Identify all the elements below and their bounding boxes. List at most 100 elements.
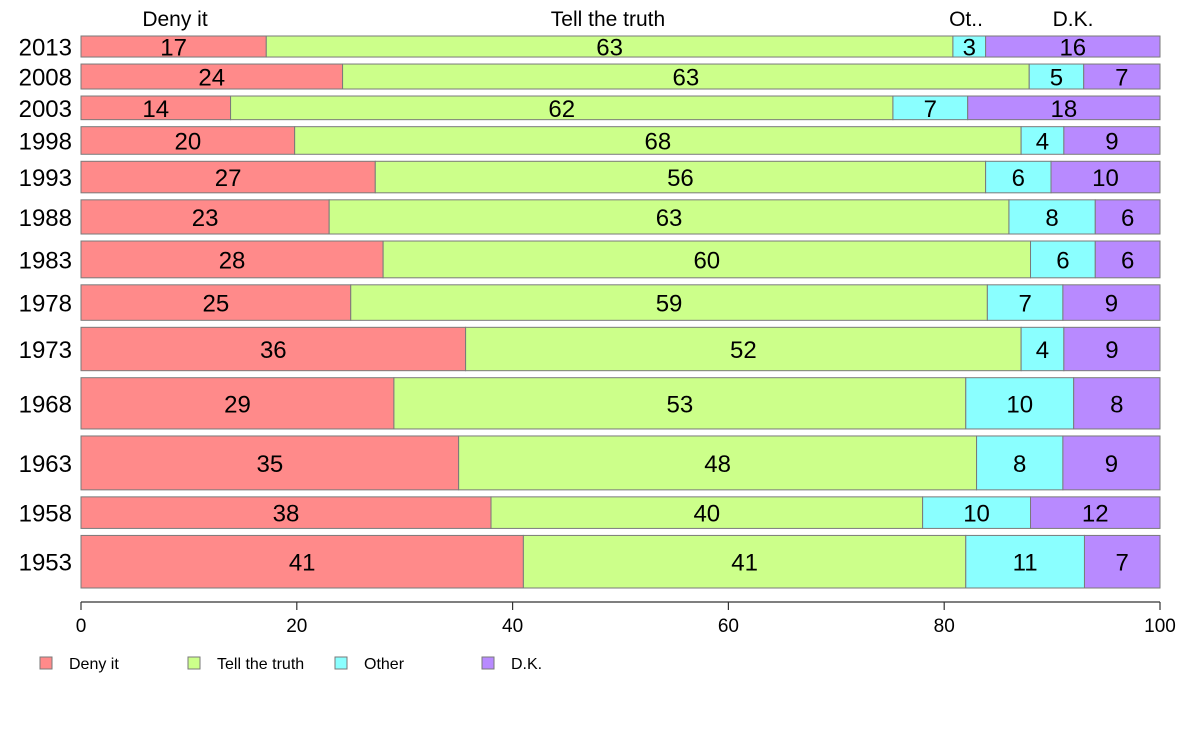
year-labels: 2013 2008 2003 1998 1993 1988 1983 1978 1973 1968… xyxy=(19,35,72,577)
data-label-d-k-1993: 10 xyxy=(1092,165,1119,192)
data-label-deny-it-1978: 25 xyxy=(203,291,230,318)
data-label-deny-it-2013: 17 xyxy=(160,35,187,62)
bar-segment-deny-it-1958 xyxy=(80,496,492,529)
year-label-1988: 1988 xyxy=(19,205,72,232)
legend: Deny it Tell the truth Other D.K. xyxy=(39,656,542,673)
bar-row-2008: 24 63 5 7 xyxy=(80,63,1161,92)
bar-segment-d-k-2013 xyxy=(985,35,1161,58)
legend-item-deny-it: Deny it xyxy=(39,656,119,673)
x-tick-label-0: 0 xyxy=(76,616,87,637)
bar-segment-d-k-1988 xyxy=(1094,199,1161,235)
data-label-tell-the-truth-1968: 53 xyxy=(666,391,693,418)
data-label-other-1963: 8 xyxy=(1013,451,1026,478)
data-label-other-1983: 6 xyxy=(1056,247,1069,274)
year-label-1953: 1953 xyxy=(19,550,72,577)
data-label-deny-it-2003: 14 xyxy=(142,96,169,123)
data-label-deny-it-1968: 29 xyxy=(224,391,251,418)
bar-segment-tell-the-truth-1988 xyxy=(328,199,1010,235)
bar-segment-deny-it-1978 xyxy=(80,284,352,321)
bar-segment-deny-it-1988 xyxy=(80,199,330,235)
legend-swatch-d-k xyxy=(481,656,495,670)
legend-swatch-tell-the-truth xyxy=(187,656,201,670)
data-label-d-k-2013: 16 xyxy=(1059,35,1086,62)
data-label-tell-the-truth-2003: 62 xyxy=(548,96,575,123)
bar-segment-tell-the-truth-1963 xyxy=(458,435,978,491)
bar-segment-d-k-2008 xyxy=(1083,63,1161,90)
data-label-deny-it-1963: 35 xyxy=(256,451,283,478)
data-label-other-1993: 6 xyxy=(1012,165,1025,192)
legend-swatch-other xyxy=(334,656,348,670)
data-label-tell-the-truth-1953: 41 xyxy=(731,550,758,577)
data-label-d-k-1988: 6 xyxy=(1121,205,1134,232)
bar-segment-tell-the-truth-1983 xyxy=(382,240,1032,279)
legend-item-tell-the-truth: Tell the truth xyxy=(187,656,304,673)
bar-segment-tell-the-truth-1968 xyxy=(393,377,967,430)
bar-segment-deny-it-1983 xyxy=(80,240,384,279)
data-label-other-1988: 8 xyxy=(1045,205,1058,232)
year-label-1963: 1963 xyxy=(19,451,72,478)
bar-segment-deny-it-1963 xyxy=(80,435,460,491)
bar-segment-deny-it-1968 xyxy=(80,377,395,430)
bar-segment-other-1958 xyxy=(922,496,1032,529)
data-label-tell-the-truth-1998: 68 xyxy=(645,128,672,155)
data-label-other-1998: 4 xyxy=(1036,128,1049,155)
data-label-tell-the-truth-1963: 48 xyxy=(704,451,731,478)
bar-row-2003: 14 62 7 18 xyxy=(80,95,1161,123)
x-tick-label-60: 60 xyxy=(718,616,739,637)
legend-label-d-k: D.K. xyxy=(511,656,542,673)
bar-segment-tell-the-truth-2008 xyxy=(342,63,1030,90)
data-label-tell-the-truth-1983: 60 xyxy=(693,247,720,274)
data-label-other-1968: 10 xyxy=(1006,391,1033,418)
data-label-tell-the-truth-1958: 40 xyxy=(693,501,720,528)
bar-row-1953: 41 41 11 7 xyxy=(80,534,1161,589)
bar-row-1993: 27 56 6 10 xyxy=(80,160,1161,194)
year-label-2003: 2003 xyxy=(19,96,72,123)
bar-row-1968: 29 53 10 8 xyxy=(80,377,1161,430)
bar-segment-d-k-2003 xyxy=(967,95,1161,121)
legend-item-d-k: D.K. xyxy=(481,656,542,673)
year-label-1958: 1958 xyxy=(19,501,72,528)
data-label-tell-the-truth-1973: 52 xyxy=(730,337,757,364)
bar-segment-other-1988 xyxy=(1008,199,1096,235)
data-label-d-k-2008: 7 xyxy=(1115,65,1128,92)
column-header-deny-it: Deny it xyxy=(142,8,208,31)
bar-segment-other-1953 xyxy=(965,534,1085,589)
bar-segment-other-1963 xyxy=(976,435,1064,491)
bar-segment-tell-the-truth-1973 xyxy=(465,326,1022,372)
bar-segment-tell-the-truth-1978 xyxy=(350,284,988,321)
bar-segment-deny-it-1953 xyxy=(80,534,524,589)
bar-row-1983: 28 60 6 6 xyxy=(80,240,1161,279)
bar-segment-d-k-1963 xyxy=(1062,435,1161,491)
bar-segment-deny-it-1993 xyxy=(80,160,376,194)
bar-segment-d-k-1973 xyxy=(1063,326,1161,372)
year-label-2013: 2013 xyxy=(19,35,72,62)
bar-segment-tell-the-truth-1993 xyxy=(374,160,987,194)
data-label-d-k-1958: 12 xyxy=(1082,501,1109,528)
column-header-ot: Ot.. xyxy=(949,8,983,31)
data-label-other-2008: 5 xyxy=(1050,65,1063,92)
year-label-1968: 1968 xyxy=(19,391,72,418)
bar-row-1958: 38 40 10 12 xyxy=(80,496,1161,529)
data-label-tell-the-truth-2008: 63 xyxy=(673,65,700,92)
legend-item-other: Other xyxy=(334,656,405,673)
data-label-d-k-1983: 6 xyxy=(1121,247,1134,274)
x-tick-label-100: 100 xyxy=(1144,616,1176,637)
year-label-1993: 1993 xyxy=(19,165,72,192)
bar-row-2013: 17 63 3 16 xyxy=(80,35,1161,62)
bar-row-1978: 25 59 7 9 xyxy=(80,284,1161,321)
data-label-deny-it-1993: 27 xyxy=(215,165,242,192)
bar-segment-d-k-1998 xyxy=(1063,126,1161,155)
x-tick-label-80: 80 xyxy=(934,616,955,637)
year-label-1978: 1978 xyxy=(19,291,72,318)
data-label-tell-the-truth-1988: 63 xyxy=(656,205,683,232)
bar-segment-d-k-1978 xyxy=(1062,284,1161,321)
bar-segment-d-k-1983 xyxy=(1094,240,1161,279)
year-label-1983: 1983 xyxy=(19,247,72,274)
data-label-deny-it-1953: 41 xyxy=(289,550,316,577)
bar-segment-d-k-1953 xyxy=(1083,534,1161,589)
column-headers: Deny it Tell the truth Ot.. D.K. xyxy=(142,8,1093,31)
data-label-deny-it-1958: 38 xyxy=(273,501,300,528)
bar-segment-other-1968 xyxy=(965,377,1075,430)
legend-label-tell-the-truth: Tell the truth xyxy=(217,656,304,673)
